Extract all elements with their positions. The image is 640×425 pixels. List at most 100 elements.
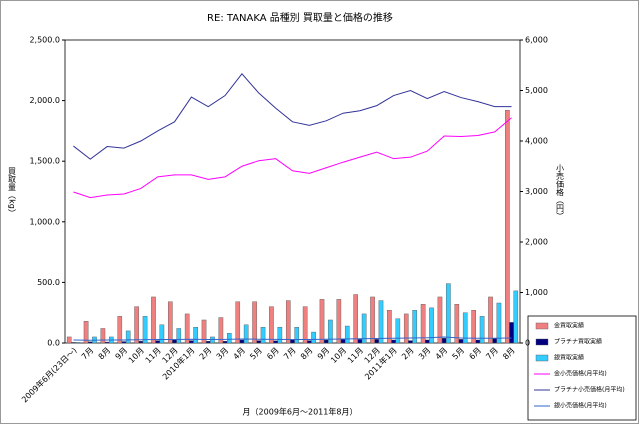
y-tick-label: 500.0 xyxy=(37,278,60,287)
bar xyxy=(269,306,274,344)
bar xyxy=(496,302,502,344)
bar xyxy=(172,339,177,344)
legend-label: プラチナ買取実績 xyxy=(554,338,602,346)
bar xyxy=(151,296,156,344)
bar xyxy=(344,325,350,344)
bar xyxy=(471,310,476,344)
bar xyxy=(117,316,123,344)
bar xyxy=(328,319,333,344)
x-axis-label: 月（2009年6月～2011年8月） xyxy=(243,407,358,417)
bar xyxy=(210,336,215,344)
y2-tick-label: 5,000 xyxy=(525,86,548,95)
bar xyxy=(226,333,232,344)
y2-tick-label: 6,000 xyxy=(525,36,548,45)
legend-label: プラチナ小売価格(月平均) xyxy=(554,386,625,394)
bar xyxy=(205,340,211,344)
bar xyxy=(201,319,207,344)
bar xyxy=(100,328,106,344)
legend-label: 銀小売価格(月平均) xyxy=(554,402,607,410)
bar xyxy=(252,301,257,344)
bar xyxy=(420,304,426,344)
bar xyxy=(168,301,173,344)
bar xyxy=(66,336,72,344)
bar xyxy=(155,340,160,344)
bar xyxy=(218,317,224,344)
line xyxy=(73,73,512,160)
bar xyxy=(285,300,291,344)
bar xyxy=(323,339,329,344)
bar xyxy=(425,339,430,344)
legend-swatch xyxy=(535,322,549,330)
bar xyxy=(104,341,110,344)
bar xyxy=(488,296,493,344)
bar xyxy=(222,340,228,344)
bar xyxy=(513,290,519,344)
y-tick-label: 0.0 xyxy=(47,339,60,348)
bar xyxy=(142,316,148,344)
y-tick-label: 1,000.0 xyxy=(29,217,60,226)
legend-swatch xyxy=(535,354,549,362)
bar xyxy=(87,341,93,344)
bar xyxy=(357,339,363,344)
bar xyxy=(340,339,346,344)
bar xyxy=(319,299,325,344)
bar xyxy=(176,328,182,344)
bar xyxy=(505,110,510,344)
bar xyxy=(458,339,464,344)
bar xyxy=(353,294,359,344)
bar xyxy=(462,312,468,344)
bar xyxy=(273,340,278,344)
bar xyxy=(243,324,249,344)
y2-tick-label: 1,000 xyxy=(525,288,548,297)
bar xyxy=(239,339,245,344)
bar xyxy=(125,330,131,344)
bar xyxy=(412,310,417,344)
bar xyxy=(277,327,283,344)
bar xyxy=(509,322,514,344)
chart-title: RE: TANAKA 品種別 買取量と価格の推移 xyxy=(207,11,393,24)
bar xyxy=(429,307,434,344)
y2-tick-label: 3,000 xyxy=(525,187,548,196)
bar xyxy=(260,327,266,344)
bar xyxy=(336,299,342,344)
bar xyxy=(75,342,80,344)
legend-box xyxy=(527,315,637,421)
y2-axis-label: 小売価格（円） xyxy=(556,164,565,220)
bar xyxy=(437,296,443,344)
bar xyxy=(395,318,401,344)
bar xyxy=(441,337,447,344)
bar xyxy=(159,324,165,344)
bar xyxy=(193,327,198,344)
bar xyxy=(71,342,76,344)
bar xyxy=(235,301,241,344)
bar xyxy=(446,283,451,344)
legend-label: 銀買取実績 xyxy=(554,354,584,362)
bar xyxy=(307,340,312,344)
y-tick-label: 2,500.0 xyxy=(29,36,60,45)
bar xyxy=(83,320,89,344)
bar xyxy=(391,339,396,344)
y-tick-label: 1,500.0 xyxy=(29,157,60,166)
bar xyxy=(184,313,190,344)
bar xyxy=(374,339,380,344)
bar xyxy=(475,339,481,344)
y2-tick-label: 0 xyxy=(525,339,530,348)
bar xyxy=(378,300,384,344)
bar xyxy=(121,341,127,344)
bar xyxy=(138,340,144,344)
y2-tick-label: 2,000 xyxy=(525,238,548,247)
y-tick-label: 2,000.0 xyxy=(29,96,60,105)
bar xyxy=(370,296,375,344)
bar xyxy=(408,340,413,344)
bar xyxy=(387,310,392,344)
legend-label: 金買取実績 xyxy=(554,322,584,330)
y-axis-label: 買取量（kg） xyxy=(8,167,17,217)
bar xyxy=(454,304,460,344)
line xyxy=(73,336,512,341)
bar xyxy=(302,306,308,344)
bar xyxy=(256,340,262,344)
bar xyxy=(189,340,194,344)
bar xyxy=(479,316,485,344)
bar xyxy=(290,339,295,344)
